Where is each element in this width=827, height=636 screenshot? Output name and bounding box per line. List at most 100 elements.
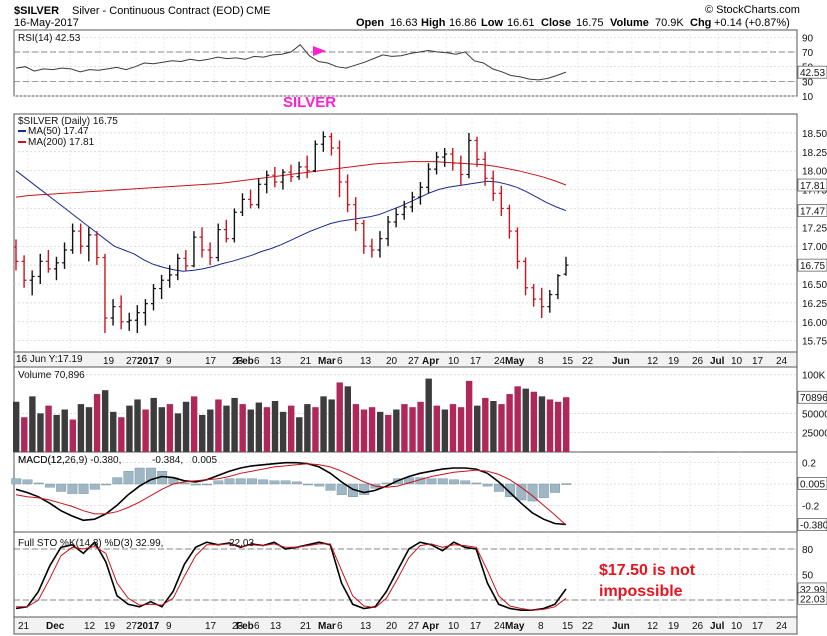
macd-histogram-bar (437, 478, 448, 485)
x-tick-bottom: 24 (494, 621, 506, 632)
price-tick: 18.00 (802, 167, 827, 178)
x-tick-bottom: 19 (668, 621, 680, 632)
price-bar (426, 163, 431, 194)
price-bar (118, 295, 124, 330)
x-tick-bottom: 12 (647, 621, 659, 632)
macd-last: -0.380 (800, 521, 827, 532)
x-tick-bottom: 6 (254, 621, 260, 632)
macd-histogram-bar (67, 483, 78, 494)
volume-label: Volume (610, 17, 649, 29)
price-bar (563, 256, 569, 276)
price-tick: 15.75 (802, 337, 827, 348)
volume-bar (239, 404, 246, 452)
stoch-tick: 80 (802, 545, 814, 556)
volume-bar (296, 417, 303, 452)
price-tick: 17.25 (802, 223, 827, 234)
x-tick-bottom: 27 (126, 621, 138, 632)
volume-last: 70896 (800, 393, 827, 404)
volume-bar (263, 407, 271, 452)
high-value: 16.86 (449, 17, 477, 29)
stoch-d-last: 22.03 (800, 594, 825, 605)
x-tick-bottom: 17 (205, 621, 217, 632)
x-tick-bottom: 27 (408, 621, 420, 632)
macd-histogram-bar (235, 478, 246, 485)
price-bar (231, 208, 237, 243)
price-bar (264, 170, 270, 194)
x-tick-mid: May (505, 356, 525, 367)
x-tick-mid: 6 (254, 356, 260, 367)
volume-bar (490, 401, 497, 452)
x-tick-bottom: 21 (300, 621, 312, 632)
macd-histogram-bar (516, 483, 527, 501)
macd-histogram-bar (134, 467, 145, 485)
open-value: 16.63 (390, 17, 418, 29)
volume-bar (279, 411, 287, 452)
x-tick-mid: 12 (647, 356, 659, 367)
x-tick-mid: 26 (692, 356, 704, 367)
macd-histogram-bar (179, 482, 190, 485)
stoch-title-d: 22.03 (229, 538, 254, 549)
volume-bar (255, 402, 263, 452)
volume-bar (304, 404, 311, 452)
macd-histogram-bar (33, 482, 44, 485)
volume-bar (336, 382, 343, 452)
stoch-tick: 50 (802, 571, 814, 582)
price-bar (134, 305, 140, 334)
volume-bar (288, 405, 295, 452)
x-tick-mid: 17 (752, 356, 764, 367)
macd-histogram-bar (44, 483, 55, 488)
x-tick-mid: 22 (582, 356, 594, 367)
volume-bar (69, 419, 77, 452)
x-tick-bottom: Apr (422, 621, 439, 632)
volume-bar (231, 397, 238, 452)
volume-bar (417, 401, 424, 452)
volume-last-bg (797, 390, 827, 404)
volume-bar (425, 378, 432, 452)
price-tick: 17.00 (802, 242, 827, 253)
macd-histogram-bar (112, 477, 123, 485)
volume-bar (465, 380, 473, 452)
volume-title: Volume 70,896 (18, 370, 85, 381)
macd-histogram-bar (280, 480, 291, 485)
price-bar (256, 178, 262, 209)
volume-bar (77, 404, 85, 452)
macd-histogram-bar (224, 478, 235, 485)
x-tick-bottom: May (505, 621, 525, 632)
macd-histogram-bar (460, 480, 471, 485)
stoch-d-last-bg (797, 591, 827, 605)
x-tick-mid: 10 (731, 356, 743, 367)
x-tick-mid: 27 (126, 356, 138, 367)
x-tick-bottom: 21 (18, 621, 30, 632)
price-bar (506, 204, 512, 239)
volume-bar (401, 404, 408, 452)
volume-bar (482, 397, 489, 452)
macd-histogram-bar (247, 478, 257, 485)
stoch-line (15, 540, 567, 612)
low-value: 16.61 (507, 17, 535, 29)
volume-bar (376, 411, 384, 452)
price-bar (248, 189, 254, 209)
x-tick-bottom: 13 (360, 621, 372, 632)
volume-bar (182, 401, 190, 452)
price-bar (434, 151, 440, 175)
rsi-line (15, 44, 567, 81)
volume-bar (433, 405, 440, 452)
price-tick: 18.50 (802, 129, 827, 140)
volume-bar (247, 409, 254, 452)
price-bar (280, 169, 286, 190)
volume-bar (554, 401, 562, 452)
price-bar (337, 140, 343, 198)
volume-bar (13, 401, 20, 452)
x-tick-mid: 10 (448, 356, 460, 367)
macd-histogram-bar (303, 483, 314, 486)
volume-bar (134, 399, 141, 452)
price-bar (86, 227, 92, 262)
x-tick-bottom: 10 (448, 621, 460, 632)
volume-bar (223, 405, 230, 452)
volume-bar (45, 405, 52, 452)
volume-bar (514, 386, 521, 452)
magenta-arrow-icon (313, 46, 326, 56)
macd-histogram-bar (145, 467, 156, 485)
